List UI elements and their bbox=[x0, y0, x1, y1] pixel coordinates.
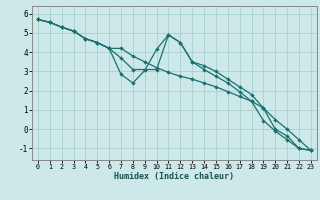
X-axis label: Humidex (Indice chaleur): Humidex (Indice chaleur) bbox=[115, 172, 234, 181]
